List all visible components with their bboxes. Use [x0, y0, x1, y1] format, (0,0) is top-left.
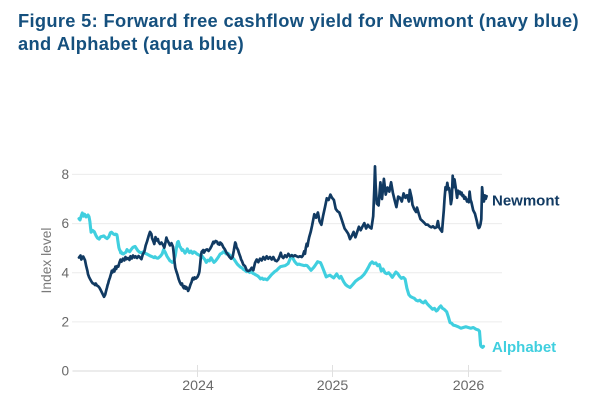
svg-text:Index level: Index level	[39, 228, 54, 294]
svg-text:Newmont: Newmont	[492, 193, 560, 210]
svg-text:4: 4	[61, 265, 69, 280]
svg-text:8: 8	[61, 167, 69, 182]
svg-text:Alphabet: Alphabet	[492, 339, 556, 356]
svg-text:2026: 2026	[453, 378, 485, 394]
svg-text:6: 6	[61, 216, 69, 231]
svg-text:2: 2	[61, 315, 69, 330]
svg-text:2025: 2025	[317, 378, 349, 394]
svg-text:0: 0	[61, 364, 69, 379]
svg-text:2024: 2024	[182, 378, 214, 394]
